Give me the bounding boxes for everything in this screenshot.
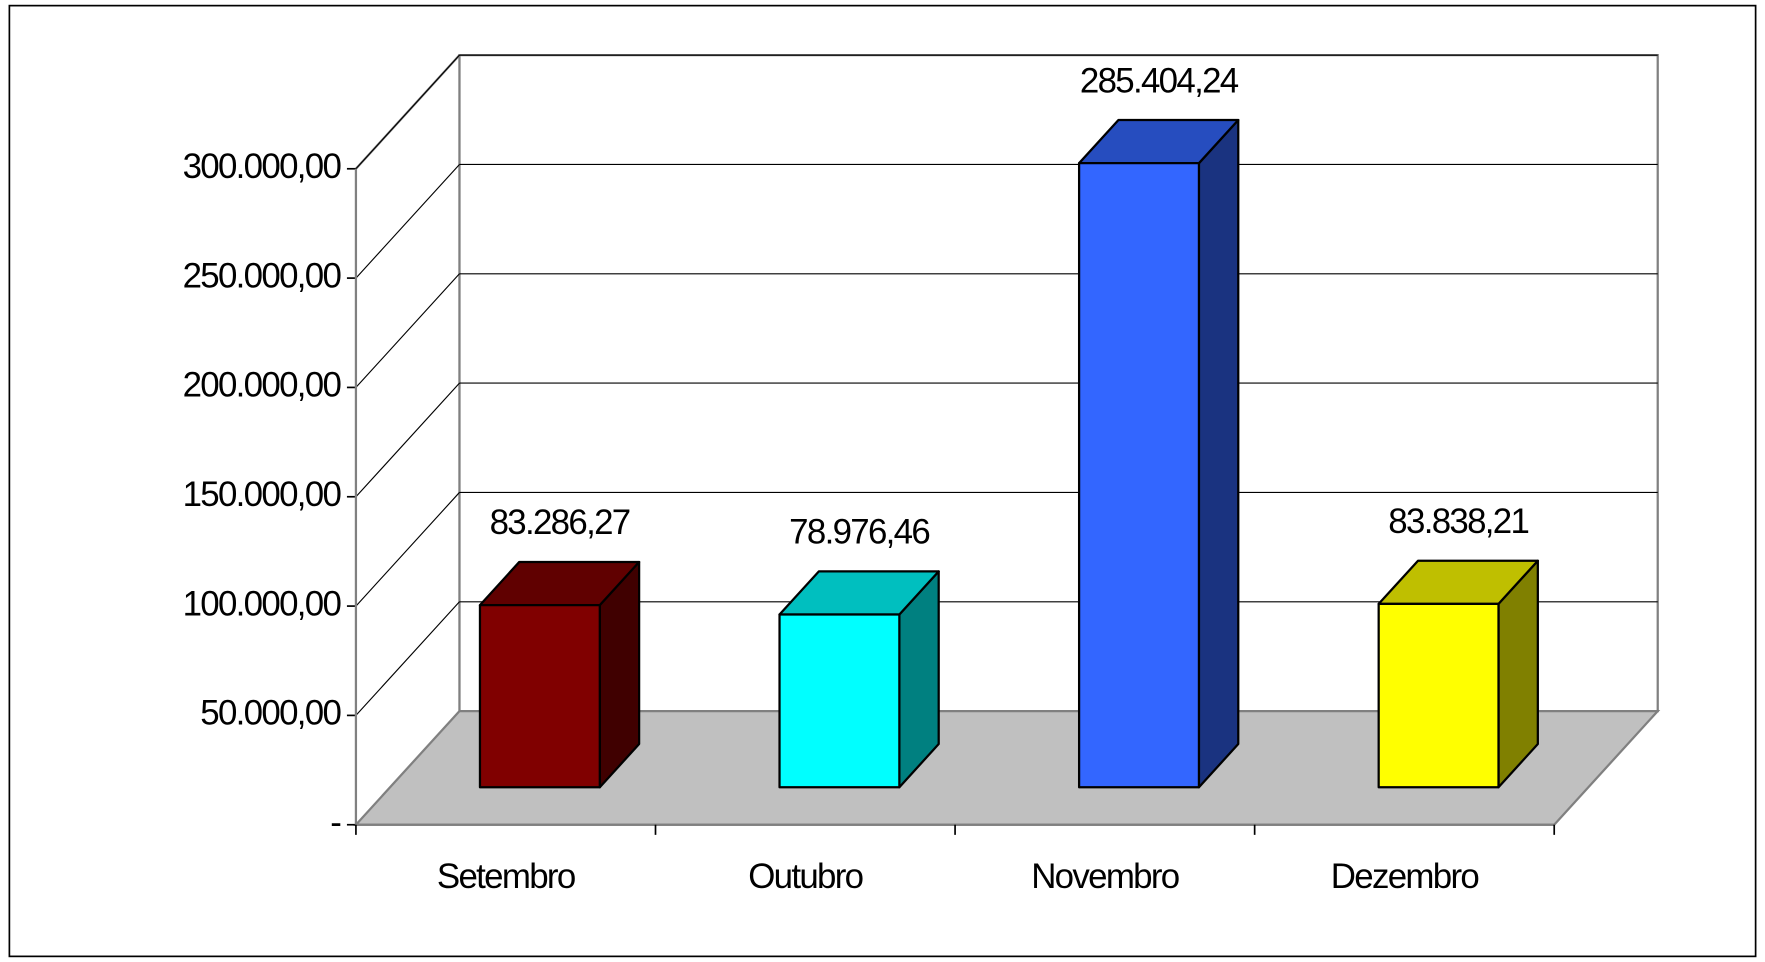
- y-tick-label: 50.000,00: [200, 694, 341, 733]
- bar: [1377, 602, 1500, 789]
- value-label: 285.404,24: [1080, 61, 1239, 100]
- grid-line-side: [355, 273, 460, 388]
- y-tick-label: 250.000,00: [183, 256, 342, 295]
- y-tick-label: -: [330, 803, 341, 842]
- x-tick-label: Dezembro: [1331, 857, 1479, 896]
- grid-line-side: [355, 382, 460, 498]
- bar-side: [1197, 118, 1240, 789]
- grid-line-side: [355, 492, 460, 607]
- grid-line-side: [355, 54, 460, 170]
- x-tick-label: Setembro: [437, 857, 575, 896]
- grid-line-side: [355, 164, 460, 279]
- value-label: 83.286,27: [490, 503, 630, 542]
- y-tick-label: 300.000,00: [183, 147, 342, 186]
- x-tick-label: Novembro: [1031, 857, 1179, 896]
- x-tick-label: Outubro: [748, 857, 862, 896]
- value-label: 78.976,46: [789, 513, 929, 552]
- y-tick-label: 200.000,00: [183, 366, 342, 405]
- value-label: 83.838,21: [1388, 502, 1528, 541]
- bar: [778, 613, 901, 789]
- grid-line-side: [355, 601, 460, 716]
- bar: [1077, 162, 1201, 789]
- bar: [478, 603, 601, 789]
- y-tick-label: 100.000,00: [183, 584, 342, 623]
- y-tick-label: 150.000,00: [183, 475, 342, 514]
